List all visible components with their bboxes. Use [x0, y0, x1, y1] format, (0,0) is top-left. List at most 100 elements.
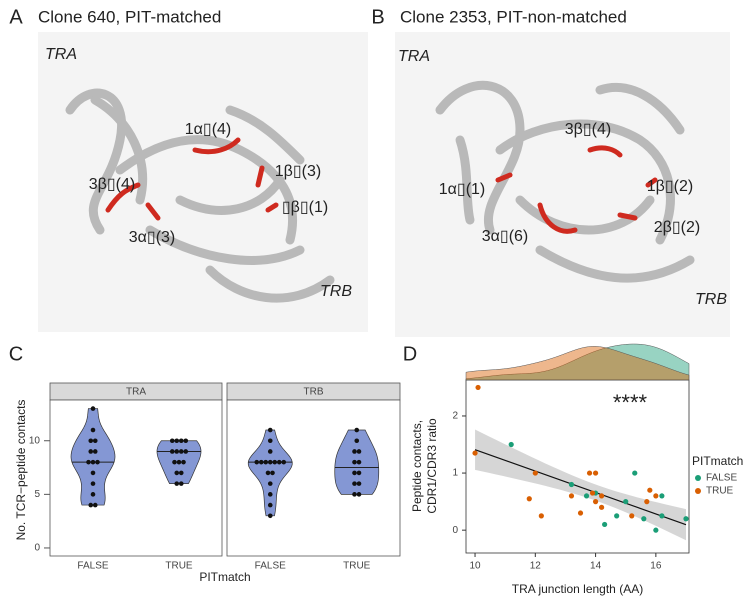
- structure-b: [395, 32, 730, 337]
- loop-label: 1β▯(2): [647, 178, 693, 195]
- data-point: [267, 492, 273, 497]
- loop-label: 3β▯(4): [89, 176, 135, 193]
- x-tick-label: FALSE: [77, 561, 108, 572]
- legend-swatch: [695, 488, 701, 494]
- x-tick-label: FALSE: [255, 561, 286, 572]
- panel-letter: C: [9, 343, 23, 365]
- x-axis-label: PITmatch: [199, 570, 250, 584]
- data-point: [352, 492, 357, 497]
- panel-title: Clone 640, PIT-matched: [38, 7, 221, 26]
- y-tick-label: 1: [452, 468, 458, 479]
- data-point: [281, 459, 287, 465]
- data-point: [583, 493, 590, 499]
- data-point: [659, 493, 665, 499]
- strip-label: TRB: [304, 387, 324, 398]
- legend-title: PITmatch: [692, 454, 743, 468]
- legend-swatch: [695, 475, 701, 481]
- loop-label: 1β▯(3): [275, 163, 321, 180]
- loop-label: 3α▯(6): [482, 228, 529, 245]
- data-point: [90, 492, 96, 497]
- data-point: [254, 459, 260, 465]
- panel-letter: A: [9, 6, 23, 28]
- x-tick-label: TRUE: [165, 561, 193, 572]
- strip-label: TRA: [126, 387, 146, 398]
- legend-label: TRUE: [706, 486, 734, 497]
- data-point: [267, 459, 273, 465]
- data-point: [356, 481, 362, 486]
- data-point: [263, 459, 269, 465]
- data-point: [267, 449, 273, 454]
- data-point: [538, 513, 544, 519]
- data-point: [169, 449, 175, 454]
- data-point: [568, 481, 575, 488]
- data-point: [172, 459, 177, 465]
- data-point: [178, 470, 184, 476]
- data-point: [592, 470, 599, 476]
- data-point: [629, 513, 635, 519]
- loop-label: 1α▯(4): [185, 121, 232, 138]
- legend-label: FALSE: [706, 473, 737, 484]
- data-point: [174, 449, 180, 454]
- x-tick-label: 10: [469, 561, 481, 572]
- data-point: [568, 493, 575, 499]
- data-point: [90, 470, 96, 476]
- y-tick-label: 10: [29, 435, 41, 446]
- loop-label: 3α▯(3): [129, 229, 176, 246]
- x-tick-label: 14: [590, 561, 602, 572]
- data-point: [270, 470, 275, 476]
- y-axis-label: Peptide contacts,: [410, 420, 424, 512]
- data-point: [352, 459, 357, 465]
- data-point: [181, 459, 186, 465]
- panel-letter: D: [403, 343, 417, 365]
- data-point: [276, 459, 282, 465]
- regression-line: [474, 449, 687, 526]
- data-point: [599, 504, 605, 510]
- data-point: [267, 481, 273, 486]
- data-point: [623, 499, 629, 505]
- confidence-band: [475, 429, 686, 541]
- data-point: [183, 438, 189, 444]
- data-point: [352, 449, 357, 454]
- y-axis-label: No. TCR−peptide contacts: [14, 400, 28, 541]
- data-point: [354, 427, 360, 433]
- data-point: [614, 513, 620, 519]
- data-point: [90, 459, 96, 465]
- data-point: [589, 490, 596, 496]
- loop-label: 2β▯(2): [654, 219, 700, 236]
- loop-label: ▯β▯(1): [282, 199, 328, 216]
- data-point: [577, 510, 584, 516]
- data-point: [174, 481, 180, 486]
- data-point: [90, 427, 96, 433]
- data-point: [653, 527, 659, 533]
- data-point: [352, 481, 357, 486]
- data-point: [88, 438, 94, 444]
- data-point: [532, 470, 538, 476]
- marginal-density: [465, 343, 690, 381]
- x-tick-label: 12: [530, 561, 542, 572]
- y-tick-label: 0: [452, 525, 458, 536]
- data-point: [641, 516, 647, 522]
- data-point: [356, 492, 362, 497]
- data-point: [169, 438, 175, 444]
- chain-label: TRB: [695, 291, 727, 308]
- plot-frame: [465, 379, 690, 554]
- data-point: [683, 516, 689, 522]
- data-point: [508, 441, 514, 448]
- data-point: [632, 470, 638, 476]
- data-point: [586, 470, 593, 476]
- data-point: [88, 502, 94, 508]
- chain-label: TRA: [45, 46, 77, 63]
- data-point: [653, 493, 659, 499]
- data-point: [174, 438, 180, 444]
- panel-letter: B: [371, 6, 384, 28]
- y-tick-label: 2: [452, 411, 458, 422]
- data-point: [472, 450, 478, 456]
- data-point: [95, 459, 100, 465]
- loop-label: 1α▯(1): [439, 181, 486, 198]
- data-point: [526, 496, 532, 502]
- x-axis-label: TRA junction length (AA): [512, 582, 643, 596]
- y-tick-label: 5: [34, 489, 40, 500]
- data-point: [92, 438, 98, 444]
- data-point: [178, 481, 184, 486]
